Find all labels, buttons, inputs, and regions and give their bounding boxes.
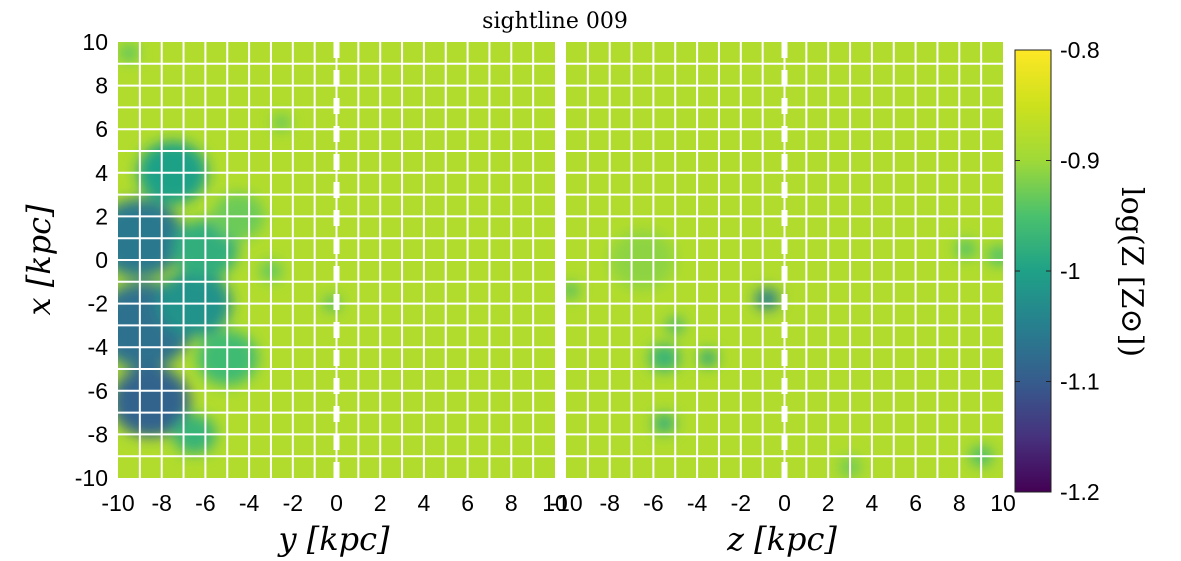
heatmap-feature [274,115,290,130]
heatmap-feature [956,240,976,258]
colorbar-tick-label: -1 [1060,258,1080,284]
x-tick-label: -10 [549,490,582,516]
heatmap-feature [755,288,780,311]
right-x-axis-label: z [kpc] [726,520,837,558]
y-tick-label: -8 [88,421,108,447]
colorbar-bar [1014,49,1052,493]
y-tick-label: -10 [75,465,108,491]
colorbar-label: log(Z [Z⊙]) [1114,187,1149,357]
x-tick-label: -2 [731,490,751,516]
y-tick-label: 2 [95,203,108,229]
y-tick-label: -4 [88,334,109,360]
heatmap-feature [649,344,680,372]
colorbar: -1.2 -1.1 -1 -0.9 -0.8 log(Z [Z⊙]) [1014,37,1149,505]
x-tick-label: -10 [101,490,134,516]
heatmap-image [118,42,555,478]
right-panel: -10 -8 -6 -4 -2 0 2 4 6 8 10 [549,42,1016,516]
x-tick-label: -4 [687,490,708,516]
x-tick-label: 4 [418,490,431,516]
colorbar-tick-label: -1.2 [1060,479,1100,505]
x-tick-label: 8 [953,490,966,516]
x-tick-label: 8 [505,490,518,516]
x-tick-label: 2 [374,490,387,516]
y-tick-label: -6 [88,378,108,404]
left-x-axis-label: y [kpc] [276,520,390,558]
heatmap-feature [987,245,1003,266]
x-tick-label: 6 [909,490,922,516]
heatmap-feature [653,413,676,434]
heatmap-image [566,42,1003,478]
colorbar-tick-label: -1.1 [1060,369,1100,395]
heatmap-feature [566,283,579,298]
y-tick-label: 4 [95,160,108,186]
heatmap-feature [118,366,191,438]
x-tick-label: 4 [866,490,879,516]
x-tick-label: -6 [195,490,215,516]
x-tick-label: -8 [599,490,619,516]
x-tick-label: 2 [822,490,835,516]
heatmap-feature [699,350,717,366]
x-tick-label: -6 [643,490,663,516]
y-axis-label: x [kpc] [20,204,58,316]
x-tick-label: 0 [330,490,343,516]
colorbar-tick-label: -0.8 [1060,37,1100,63]
chart-title: sightline 009 [482,9,628,34]
heatmap-feature [120,45,138,61]
y-tick-label: 8 [95,73,108,99]
y-tick-label: 6 [95,116,108,142]
y-tick-label: 0 [95,247,108,273]
x-tick-label: -8 [151,490,171,516]
x-tick-label: 6 [461,490,474,516]
x-tick-label: 10 [542,490,568,516]
left-panel: -10 -8 -6 -4 -2 0 2 4 6 8 10 -10 -8 -6 -4 -2 0 2 4 6 8 10 [75,29,568,516]
x-tick-label: -4 [239,490,260,516]
x-tick-label: -2 [283,490,303,516]
x-tick-label: 0 [778,490,791,516]
x-tick-label: 10 [990,490,1016,516]
y-tick-label: -2 [88,291,108,317]
y-tick-label: 10 [82,29,108,55]
colorbar-tick-label: -0.9 [1060,148,1100,174]
